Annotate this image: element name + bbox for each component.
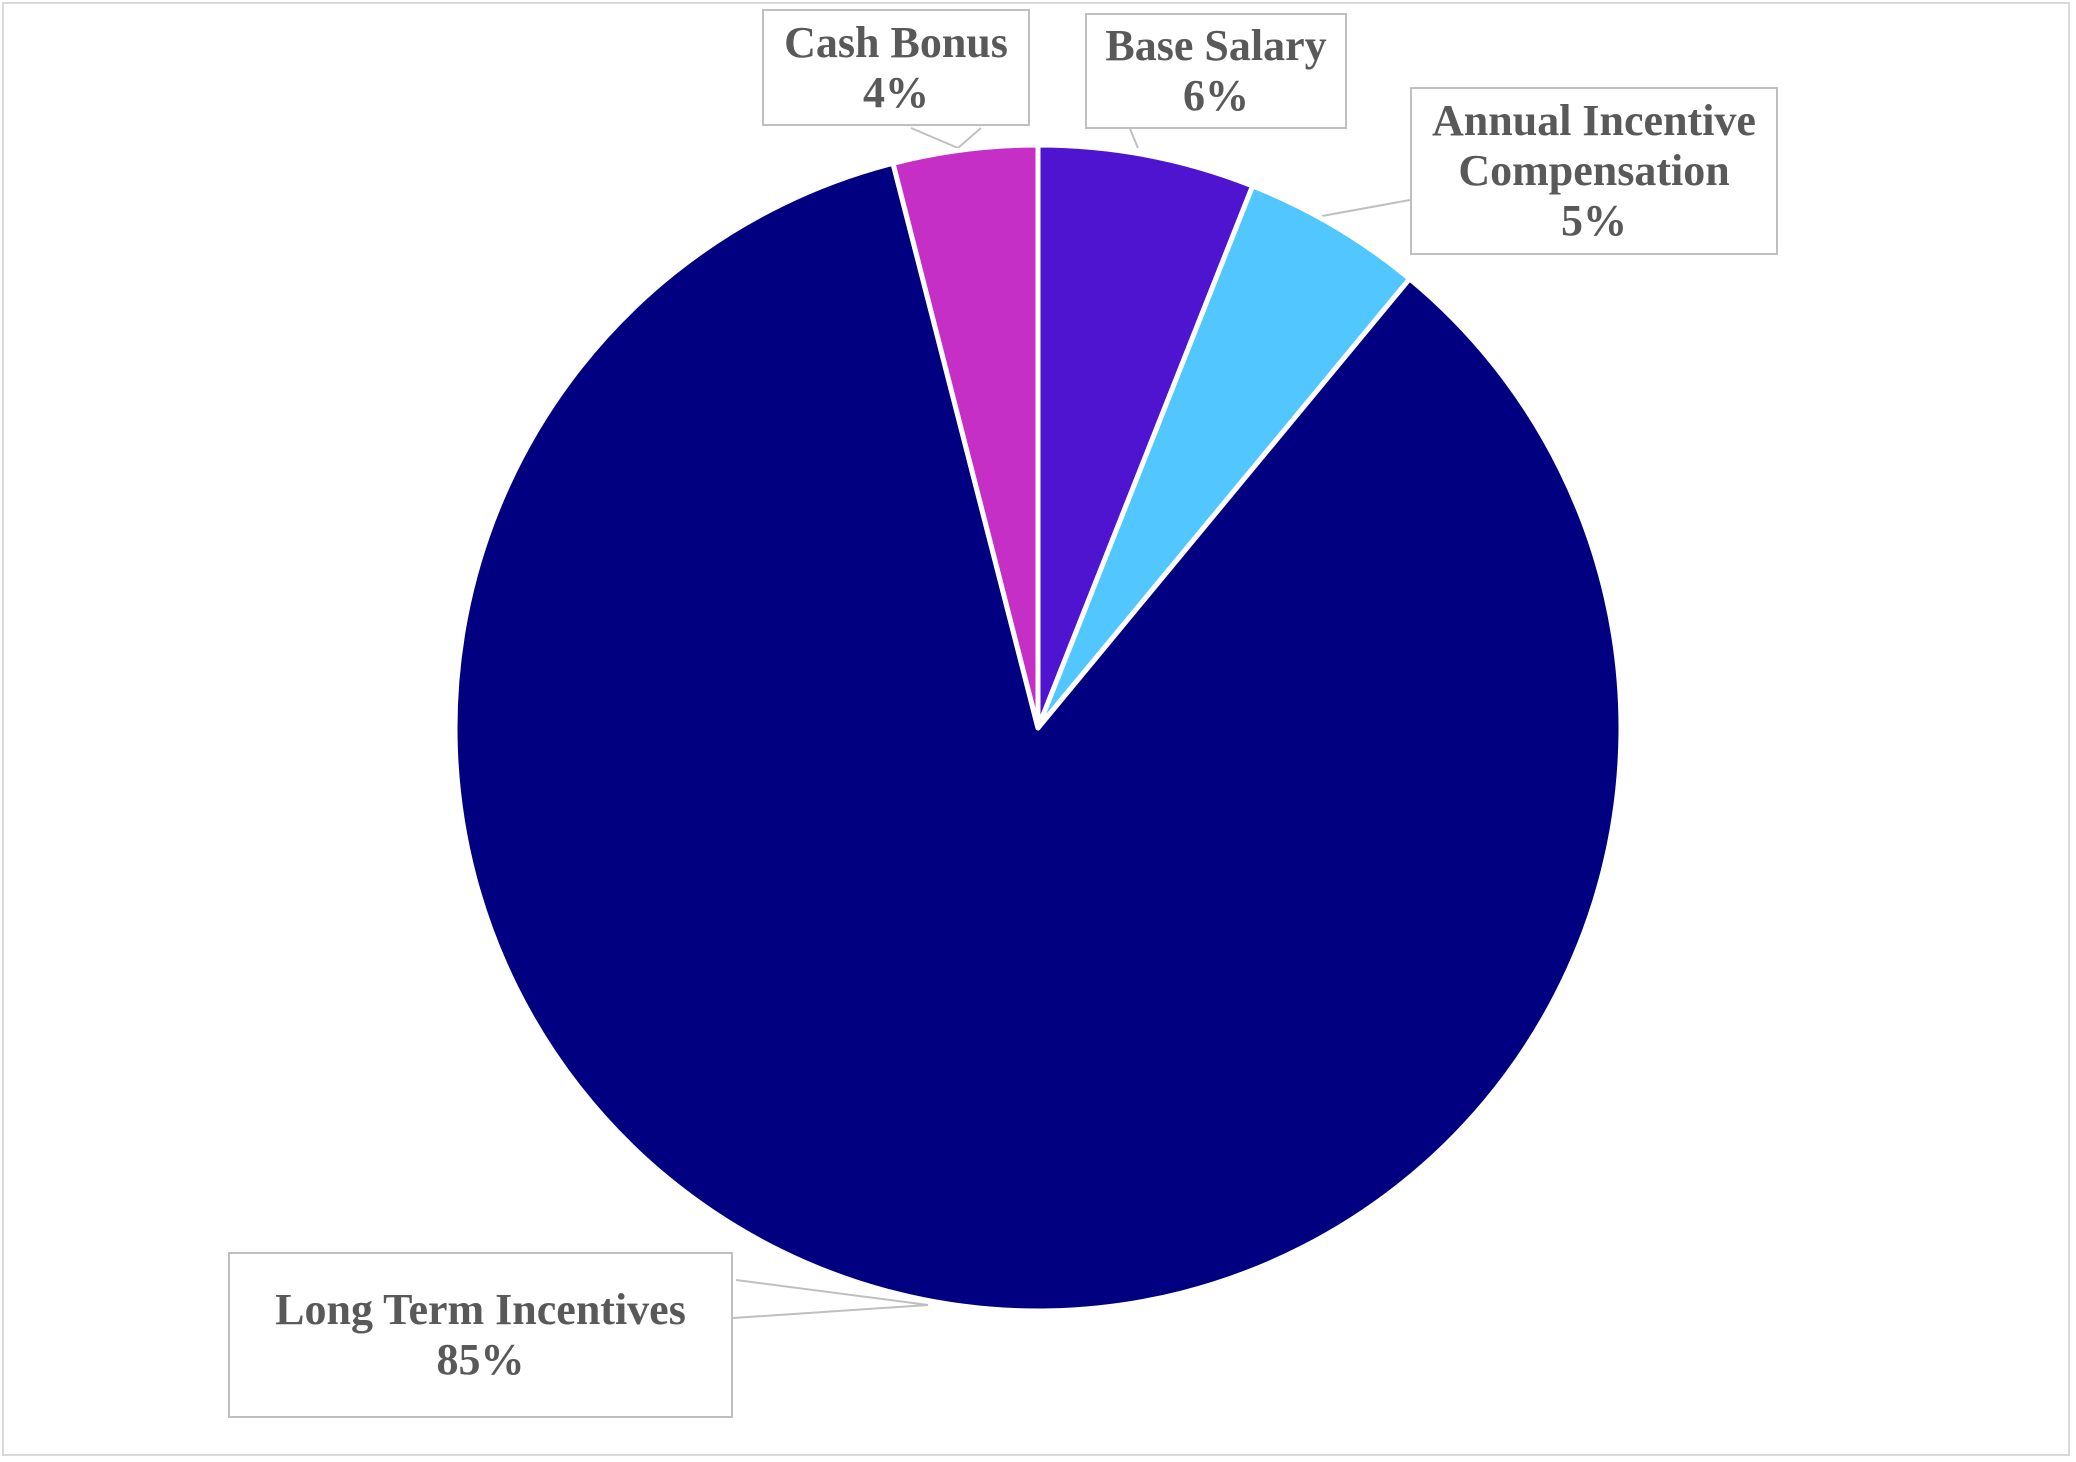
- pie-slices: [452, 142, 1624, 1314]
- pie-slice-annual-incentive-compensation: [1035, 183, 1413, 731]
- data-label-category: Cash Bonus: [784, 17, 1008, 67]
- leader-lines: [732, 127, 1411, 1319]
- pie-slice-long-term-incentives: [452, 160, 1624, 1314]
- leader-line-annual-incentive-compensation: [1321, 199, 1411, 217]
- data-label-category-line-2: Compensation: [1458, 146, 1730, 195]
- pie-slice-cash-bonus: [890, 142, 1041, 731]
- data-label-base-salary: Base Salary 6%: [1085, 13, 1347, 129]
- leader-line-long-term-incentives: [732, 1279, 929, 1319]
- data-label-percent: 5%: [1561, 196, 1627, 245]
- data-label-category: Base Salary: [1105, 21, 1327, 70]
- data-label-cash-bonus: Cash Bonus 4%: [762, 9, 1030, 126]
- data-label-category: Long Term Incentives: [275, 1285, 686, 1334]
- data-label-percent: 85%: [436, 1335, 525, 1384]
- leader-line-base-salary: [1129, 128, 1139, 149]
- leader-line-cash-bonus: [910, 127, 982, 150]
- data-label-long-term-incentives: Long Term Incentives 85%: [228, 1252, 733, 1418]
- data-label-percent: 6%: [1183, 71, 1249, 120]
- data-label-annual-incentive-compensation: Annual Incentive Compensation 5%: [1410, 87, 1778, 255]
- data-label-category-line-1: Annual Incentive: [1432, 96, 1756, 145]
- pie-slice-base-salary: [1035, 142, 1256, 731]
- data-label-percent: 4%: [863, 67, 929, 117]
